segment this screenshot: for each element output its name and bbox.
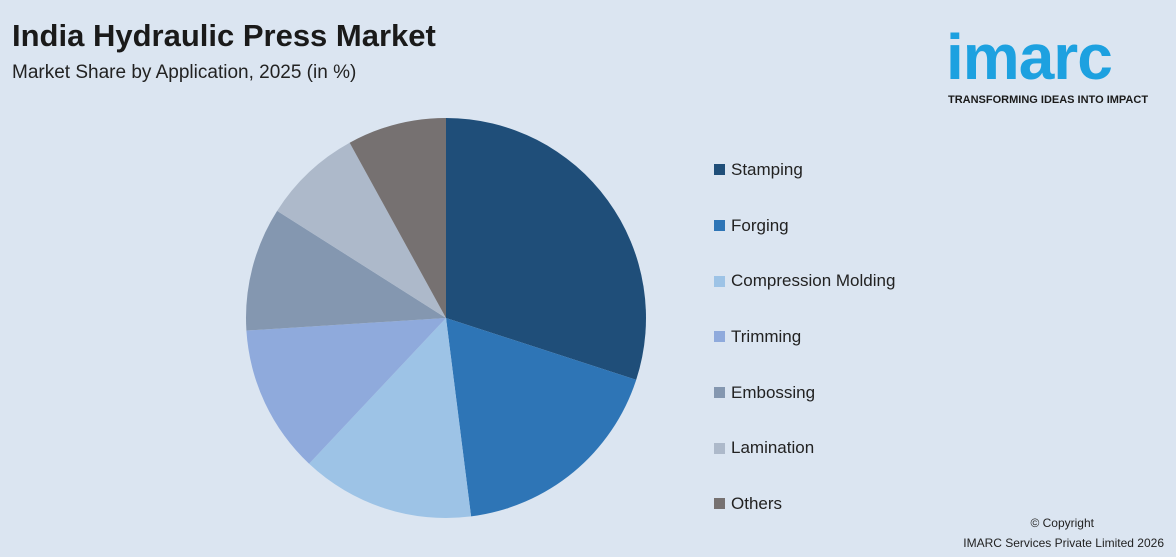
pie-slice-others [349,118,446,318]
legend-swatch [714,164,725,176]
legend-label: Embossing [731,382,816,402]
legend-item: Stamping [714,142,895,198]
pie-slice-trimming [246,318,446,464]
pie-slice-embossing [246,210,446,331]
pie-slice-compression-molding [309,318,472,518]
legend-swatch [714,275,725,287]
imarc-logo: imarc TRANSFORMING IDEAS INTO IMPACT [946,12,1171,112]
logo-text: imarc [946,21,1113,93]
legend-label: Lamination [731,438,815,458]
pie-slice-lamination [277,142,446,318]
legend-label: Stamping [731,159,803,179]
legend-swatch [714,442,725,454]
chart-subtitle: Market Share by Application, 2025 (in %) [12,62,357,83]
legend-item: Others [714,476,895,532]
legend-label: Forging [731,215,789,235]
legend-item: Forging [714,198,895,254]
legend-swatch [714,220,725,232]
legend-swatch [714,498,725,510]
pie-slice-stamping [446,118,646,380]
legend-label: Trimming [731,326,802,346]
legend: Stamping Forging Compression Molding Trimmi… [714,142,895,532]
chart-title: India Hydraulic Press Market [12,18,436,53]
legend-item: Trimming [714,309,895,365]
legend-label: Compression Molding [731,271,896,291]
legend-item: Embossing [714,365,895,421]
logo-tagline: TRANSFORMING IDEAS INTO IMPACT [948,94,1149,106]
legend-item: Compression Molding [714,253,895,309]
legend-swatch [714,387,725,399]
company-credit: IMARC Services Private Limited 2026 [963,536,1164,550]
legend-label: Others [731,493,783,513]
legend-swatch [714,331,725,343]
pie-slice-forging [446,318,637,517]
copyright: © Copyright [1030,516,1094,530]
legend-item: Lamination [714,420,895,476]
